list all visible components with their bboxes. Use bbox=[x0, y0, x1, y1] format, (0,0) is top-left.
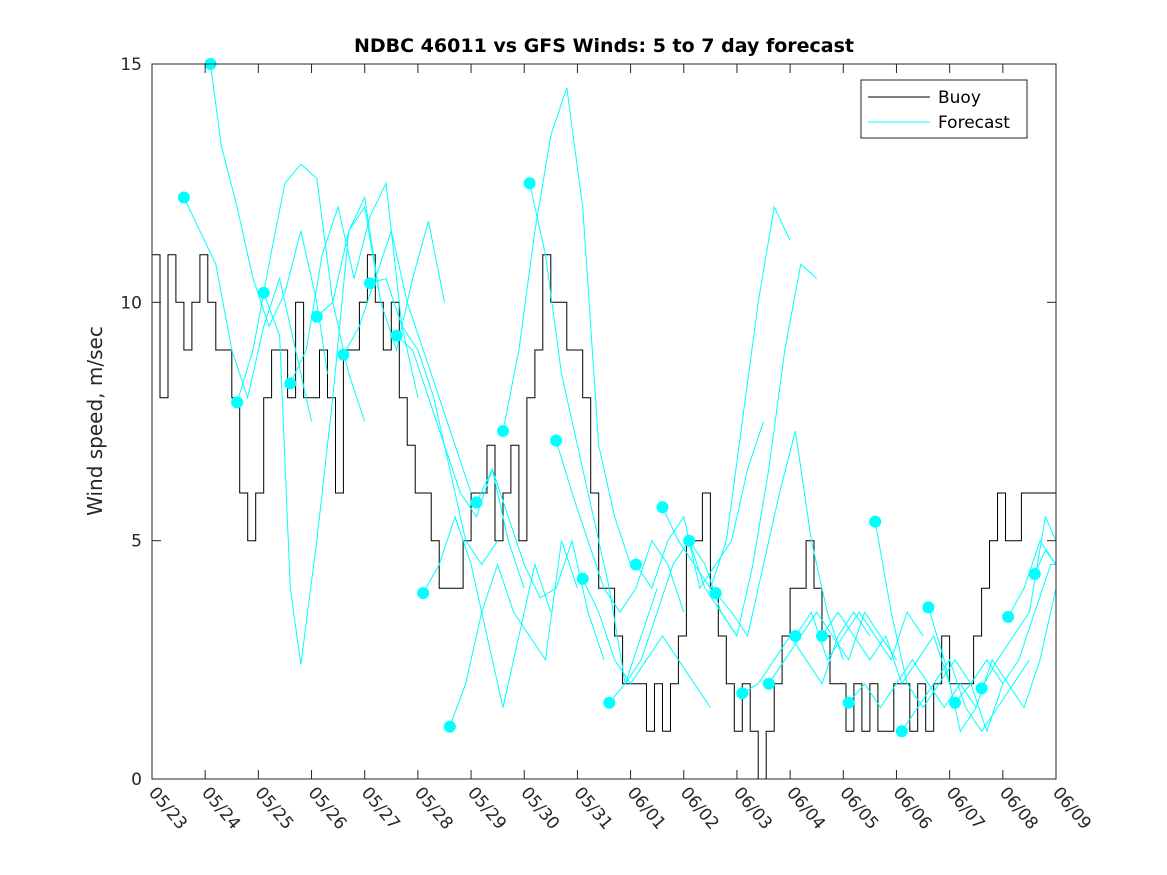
forecast-start-markers bbox=[177, 58, 1041, 738]
forecast-marker-8 bbox=[364, 277, 376, 290]
legend-buoy-label: Buoy bbox=[938, 88, 981, 108]
forecast-marker-15 bbox=[550, 434, 563, 447]
forecast-line-14 bbox=[529, 183, 658, 684]
forecast-marker-19 bbox=[656, 501, 669, 514]
forecast-marker-24 bbox=[789, 630, 802, 642]
forecast-marker-17 bbox=[603, 696, 616, 709]
forecast-line-22 bbox=[742, 611, 871, 694]
forecast-marker-11 bbox=[443, 720, 456, 733]
forecast-marker-21 bbox=[709, 587, 722, 600]
forecast-line-8 bbox=[369, 277, 499, 566]
legend-box bbox=[860, 79, 1028, 139]
forecast-line-2 bbox=[210, 63, 328, 374]
forecast-marker-5 bbox=[284, 377, 297, 390]
forecast-line-23 bbox=[768, 611, 897, 684]
forecast-line-20 bbox=[688, 263, 818, 638]
forecast-line-1 bbox=[183, 197, 312, 422]
forecast-line-7 bbox=[342, 228, 472, 494]
y-axis-ticks: 0 5 10 15 bbox=[120, 55, 1056, 790]
forecast-marker-7 bbox=[337, 348, 350, 361]
forecast-line-26 bbox=[848, 658, 977, 709]
forecast-marker-31 bbox=[975, 682, 988, 695]
forecast-marker-1 bbox=[177, 191, 190, 204]
y-tick-label-10: 10 bbox=[120, 293, 142, 313]
forecast-marker-26 bbox=[842, 696, 855, 709]
forecast-marker-12 bbox=[470, 496, 483, 509]
forecast-marker-10 bbox=[417, 587, 430, 600]
forecast-marker-32 bbox=[1002, 610, 1015, 623]
forecast-line-4 bbox=[263, 205, 382, 665]
forecast-marker-6 bbox=[310, 310, 323, 323]
forecast-line-18 bbox=[635, 421, 764, 590]
forecast-marker-28 bbox=[895, 725, 908, 738]
forecast-line-17 bbox=[608, 539, 738, 704]
forecast-marker-4 bbox=[257, 286, 270, 299]
forecast-marker-18 bbox=[629, 558, 642, 571]
forecast-marker-3 bbox=[231, 396, 244, 409]
forecast-line-25 bbox=[821, 611, 951, 685]
forecast-line-33 bbox=[1034, 549, 1057, 575]
forecast-line-9 bbox=[396, 335, 525, 589]
forecast-marker-33 bbox=[1028, 568, 1041, 580]
forecast-marker-14 bbox=[523, 177, 536, 190]
forecast-marker-30 bbox=[949, 696, 961, 709]
legend: Buoy Forecast bbox=[860, 79, 1028, 139]
forecast-marker-16 bbox=[576, 572, 589, 585]
forecast-line-21 bbox=[715, 430, 844, 660]
forecast-marker-25 bbox=[816, 630, 828, 642]
forecast-line-13 bbox=[502, 87, 632, 565]
forecast-line-29 bbox=[927, 588, 1057, 733]
y-axis-label: Wind speed, m/sec bbox=[83, 326, 107, 516]
buoy-line bbox=[152, 254, 1056, 780]
forecast-line-10 bbox=[422, 515, 552, 708]
forecast-marker-13 bbox=[497, 425, 509, 437]
forecast-marker-20 bbox=[683, 534, 696, 547]
forecast-line-12 bbox=[475, 467, 605, 660]
y-tick-label-5: 5 bbox=[131, 532, 142, 552]
plot-area bbox=[152, 64, 1056, 779]
forecast-line-30 bbox=[954, 564, 1056, 704]
plot-frame bbox=[151, 63, 1057, 780]
forecast-line-11 bbox=[449, 540, 578, 727]
buoy-series bbox=[152, 254, 1056, 780]
y-tick-label-0: 0 bbox=[131, 770, 142, 790]
forecast-marker-29 bbox=[922, 601, 935, 614]
forecast-line-31 bbox=[981, 515, 1057, 689]
forecast-line-6 bbox=[316, 195, 445, 352]
forecast-marker-23 bbox=[762, 677, 775, 690]
legend-forecast-label: Forecast bbox=[938, 113, 1010, 133]
forecast-line-27 bbox=[874, 521, 1004, 733]
forecast-line-28 bbox=[901, 658, 1030, 733]
chart-title: NDBC 46011 vs GFS Winds: 5 to 7 day fore… bbox=[354, 35, 854, 57]
forecast-line-32 bbox=[1007, 539, 1057, 618]
forecast-line-16 bbox=[582, 578, 711, 708]
forecast-marker-9 bbox=[390, 329, 403, 342]
y-tick-label-15: 15 bbox=[120, 55, 142, 75]
forecast-line-24 bbox=[794, 611, 924, 661]
forecast-marker-22 bbox=[736, 687, 749, 700]
forecast-marker-27 bbox=[869, 515, 882, 528]
forecast-line-19 bbox=[662, 205, 791, 590]
